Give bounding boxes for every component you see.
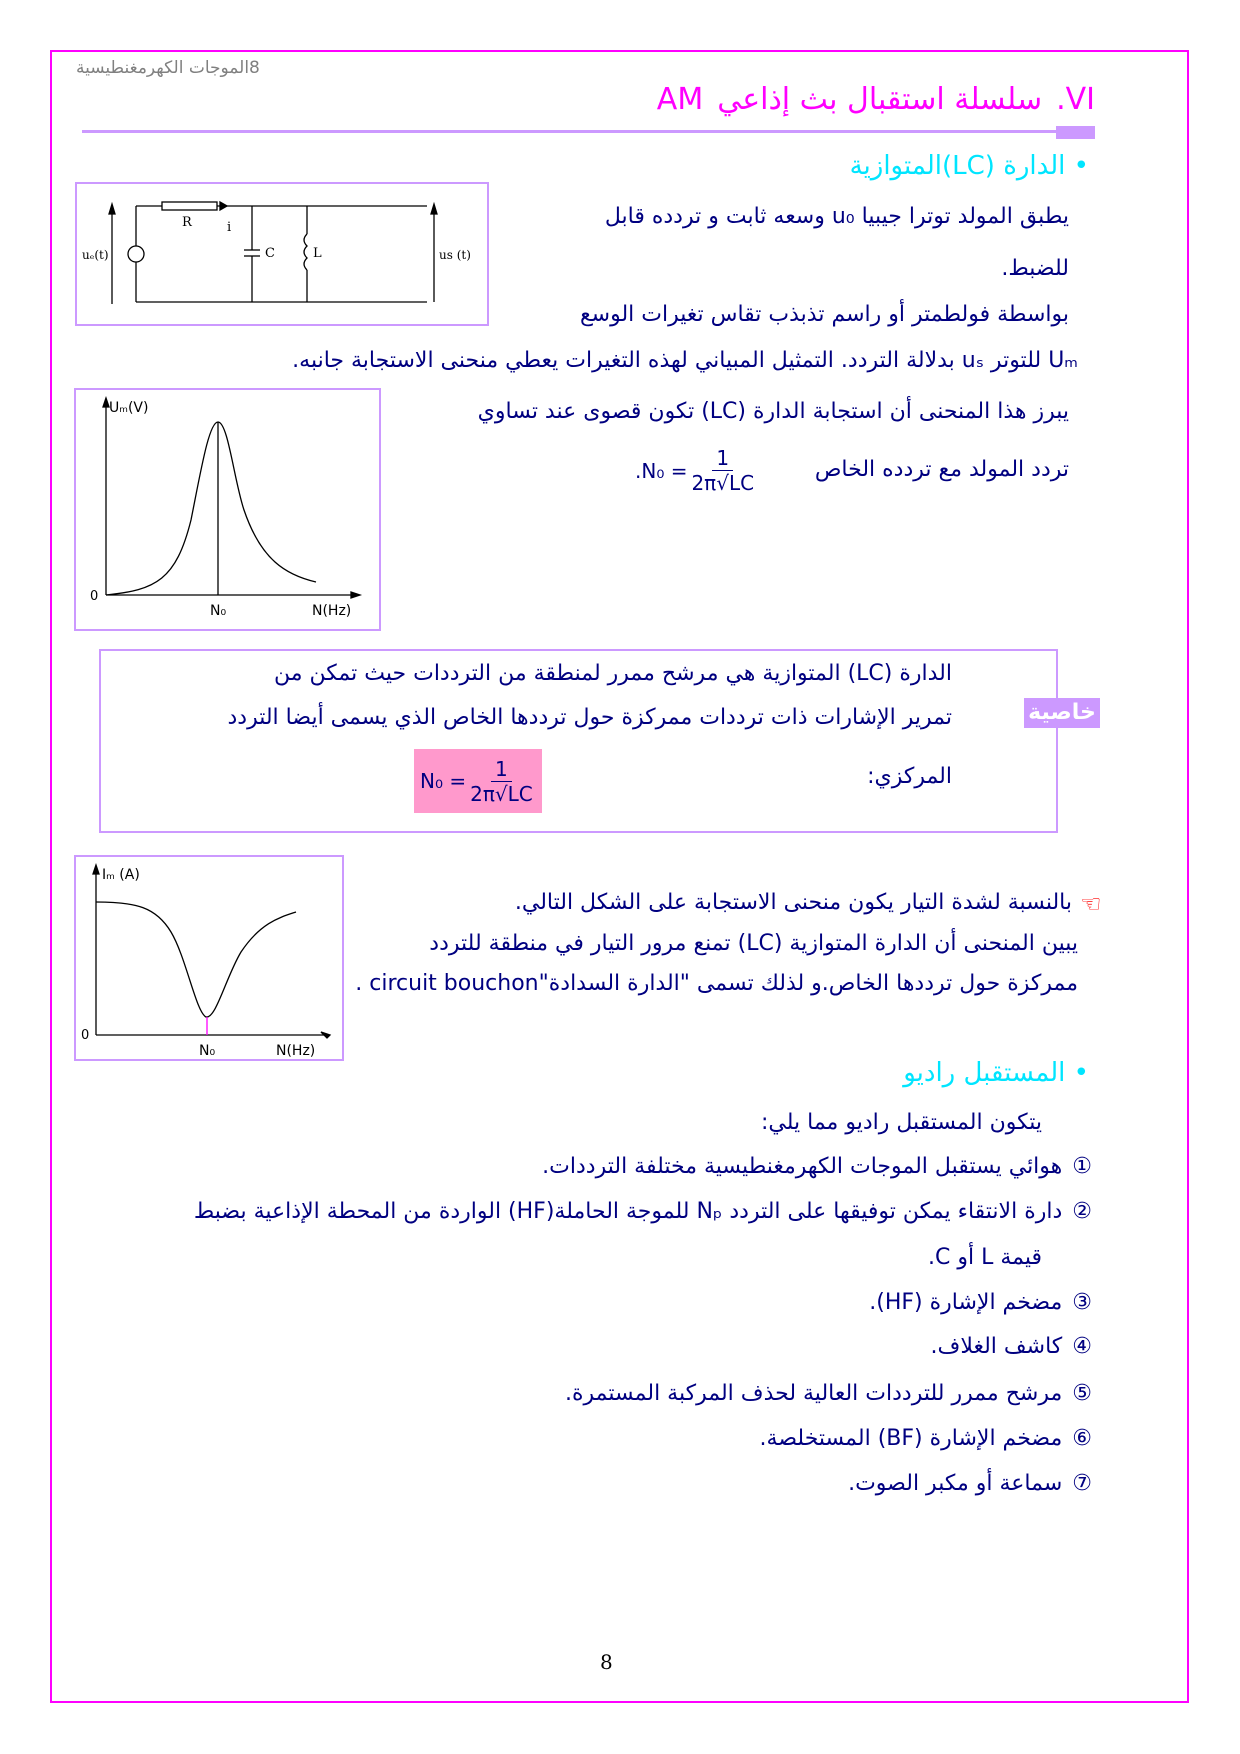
current-response-graph: Iₘ (A) 0 N₀ N(Hz)	[74, 855, 344, 1061]
radio-intro: يتكون المستقبل راديو مما يلي:	[760, 1110, 1042, 1135]
list-item: ② دارة الانتقاء يمكن توفيقها على التردد N…	[194, 1199, 1092, 1224]
origin-label: 0	[90, 589, 98, 604]
section-heading-radio: • المستقبل راديو	[903, 1058, 1089, 1088]
circuit-diagram: R i C L uₑ(t) us (t)	[75, 182, 489, 326]
item-number: ⑥	[1072, 1426, 1092, 1451]
property-formula: N₀ = 1 2π√LC	[414, 749, 542, 813]
x-axis-label: N(Hz)	[312, 603, 351, 619]
paragraph-line: Uₘ للتوتر uₛ بدلالة التردد. التمثيل المب…	[292, 348, 1078, 373]
resonance-formula: .N₀ = 1 2π√LC	[635, 446, 754, 495]
item-number: ③	[1072, 1290, 1092, 1315]
list-item: ⑦ سماعة أو مكبر الصوت.	[848, 1471, 1092, 1496]
voltage-response-graph: Uₘ(V) 0 N₀ N(Hz)	[74, 388, 381, 631]
current-line: يبين المنحنى أن الدارة المتوازية (LC) تم…	[429, 931, 1078, 956]
title-text: سلسلة استقبال بث إذاعي	[717, 82, 1043, 117]
formula-lhs: N₀ =	[420, 769, 467, 793]
formula-denominator: 2π√LC	[470, 781, 533, 806]
item-number: ⑤	[1072, 1381, 1092, 1406]
list-item: ③ مضخم الإشارة (HF).	[869, 1290, 1092, 1315]
label-us: us (t)	[439, 248, 471, 262]
title-rule-block	[1056, 126, 1095, 139]
current-line: ممركزة حول ترددها الخاص.و لذلك تسمى "الد…	[355, 971, 1078, 996]
title-suffix: AM	[656, 82, 704, 117]
y-axis-label: Uₘ(V)	[109, 400, 148, 416]
running-header: 8الموجات الكهرمغنطيسية	[76, 58, 260, 78]
item-text: مرشح ممرر للترددات العالية لحذف المركبة …	[565, 1381, 1063, 1406]
item-text: كاشف الغلاف.	[930, 1334, 1063, 1359]
circuit-schematic: R i C L uₑ(t) us (t)	[82, 200, 471, 304]
label-i: i	[227, 220, 231, 235]
section-heading-lc: • الدارة (LC)المتوازية	[849, 151, 1089, 181]
formula-lhs: .N₀ =	[635, 458, 688, 483]
property-line: المركزي:	[867, 764, 952, 789]
formula-denominator: 2π√LC	[691, 471, 755, 495]
x-axis-label: N(Hz)	[276, 1043, 315, 1059]
origin-label: 0	[81, 1028, 89, 1043]
title-rule	[82, 130, 1057, 133]
label-ue: uₑ(t)	[82, 248, 109, 262]
list-item: ① هوائي يستقبل الموجات الكهرمغنطيسية مختل…	[542, 1154, 1092, 1179]
page-number: 8	[600, 1650, 613, 1674]
item-text: دارة الانتقاء يمكن توفيقها على التردد Nₚ…	[193, 1199, 1063, 1224]
current-line: بالنسبة لشدة التيار يكون منحنى الاستجابة…	[514, 890, 1072, 915]
paragraph-line: يبرز هذا المنحنى أن استجابة الدارة (LC) …	[477, 399, 1069, 424]
list-item: ④ كاشف الغلاف.	[931, 1334, 1092, 1359]
item-number: ④	[1072, 1334, 1092, 1359]
item-number: ②	[1072, 1199, 1092, 1224]
item-text: هوائي يستقبل الموجات الكهرمغنطيسية مختلف…	[542, 1154, 1063, 1179]
n0-label: N₀	[199, 1043, 215, 1059]
label-r: R	[182, 215, 193, 230]
item-text: مضخم الإشارة (HF).	[869, 1290, 1063, 1315]
formula-numerator: 1	[491, 757, 512, 782]
item-text: مضخم الإشارة (BF) المستخلصة.	[759, 1426, 1063, 1451]
current-curve	[95, 901, 297, 1018]
item-number: ⑦	[1072, 1471, 1092, 1496]
y-axis-label: Iₘ (A)	[102, 867, 140, 883]
resonance-curve	[105, 421, 317, 596]
formula-numerator: 1	[712, 446, 734, 471]
list-item: ⑥ مضخم الإشارة (BF) المستخلصة.	[760, 1426, 1092, 1451]
label-l: L	[313, 246, 322, 261]
item-text: سماعة أو مكبر الصوت.	[848, 1471, 1063, 1496]
label-c: C	[265, 246, 275, 261]
property-box	[99, 649, 1058, 833]
paragraph-line: يطبق المولد توترا جيبيا u₀ وسعه ثابت و ت…	[604, 204, 1069, 229]
paragraph-line: للضبط.	[1001, 256, 1069, 281]
n0-label: N₀	[210, 603, 226, 619]
item-number: ①	[1072, 1154, 1092, 1179]
title-numeral: .VI	[1056, 82, 1095, 117]
page-border	[50, 50, 1189, 1703]
paragraph-line: تردد المولد مع تردده الخاص	[814, 457, 1069, 482]
list-item-continuation: قيمة L أو C.	[927, 1245, 1042, 1270]
voltage-response-plot: Uₘ(V) 0 N₀ N(Hz)	[90, 395, 363, 619]
page-title: .VI سلسلة استقبال بث إذاعي AM	[657, 82, 1095, 117]
pointing-hand-icon: ☜	[1080, 890, 1102, 918]
list-item: ⑤ مرشح ممرر للترددات العالية لحذف المركبة…	[565, 1381, 1092, 1406]
paragraph-line: بواسطة فولطمتر أو راسم تذبذب تقاس تغيرات…	[579, 302, 1069, 327]
property-line: تمرير الإشارات ذات ترددات ممركزة حول ترد…	[227, 705, 952, 730]
current-response-plot: Iₘ (A) 0 N₀ N(Hz)	[81, 862, 332, 1059]
property-tag: خاصية	[1024, 698, 1100, 728]
property-line: الدارة (LC) المتوازية هي مرشح ممرر لمنطق…	[274, 661, 952, 686]
